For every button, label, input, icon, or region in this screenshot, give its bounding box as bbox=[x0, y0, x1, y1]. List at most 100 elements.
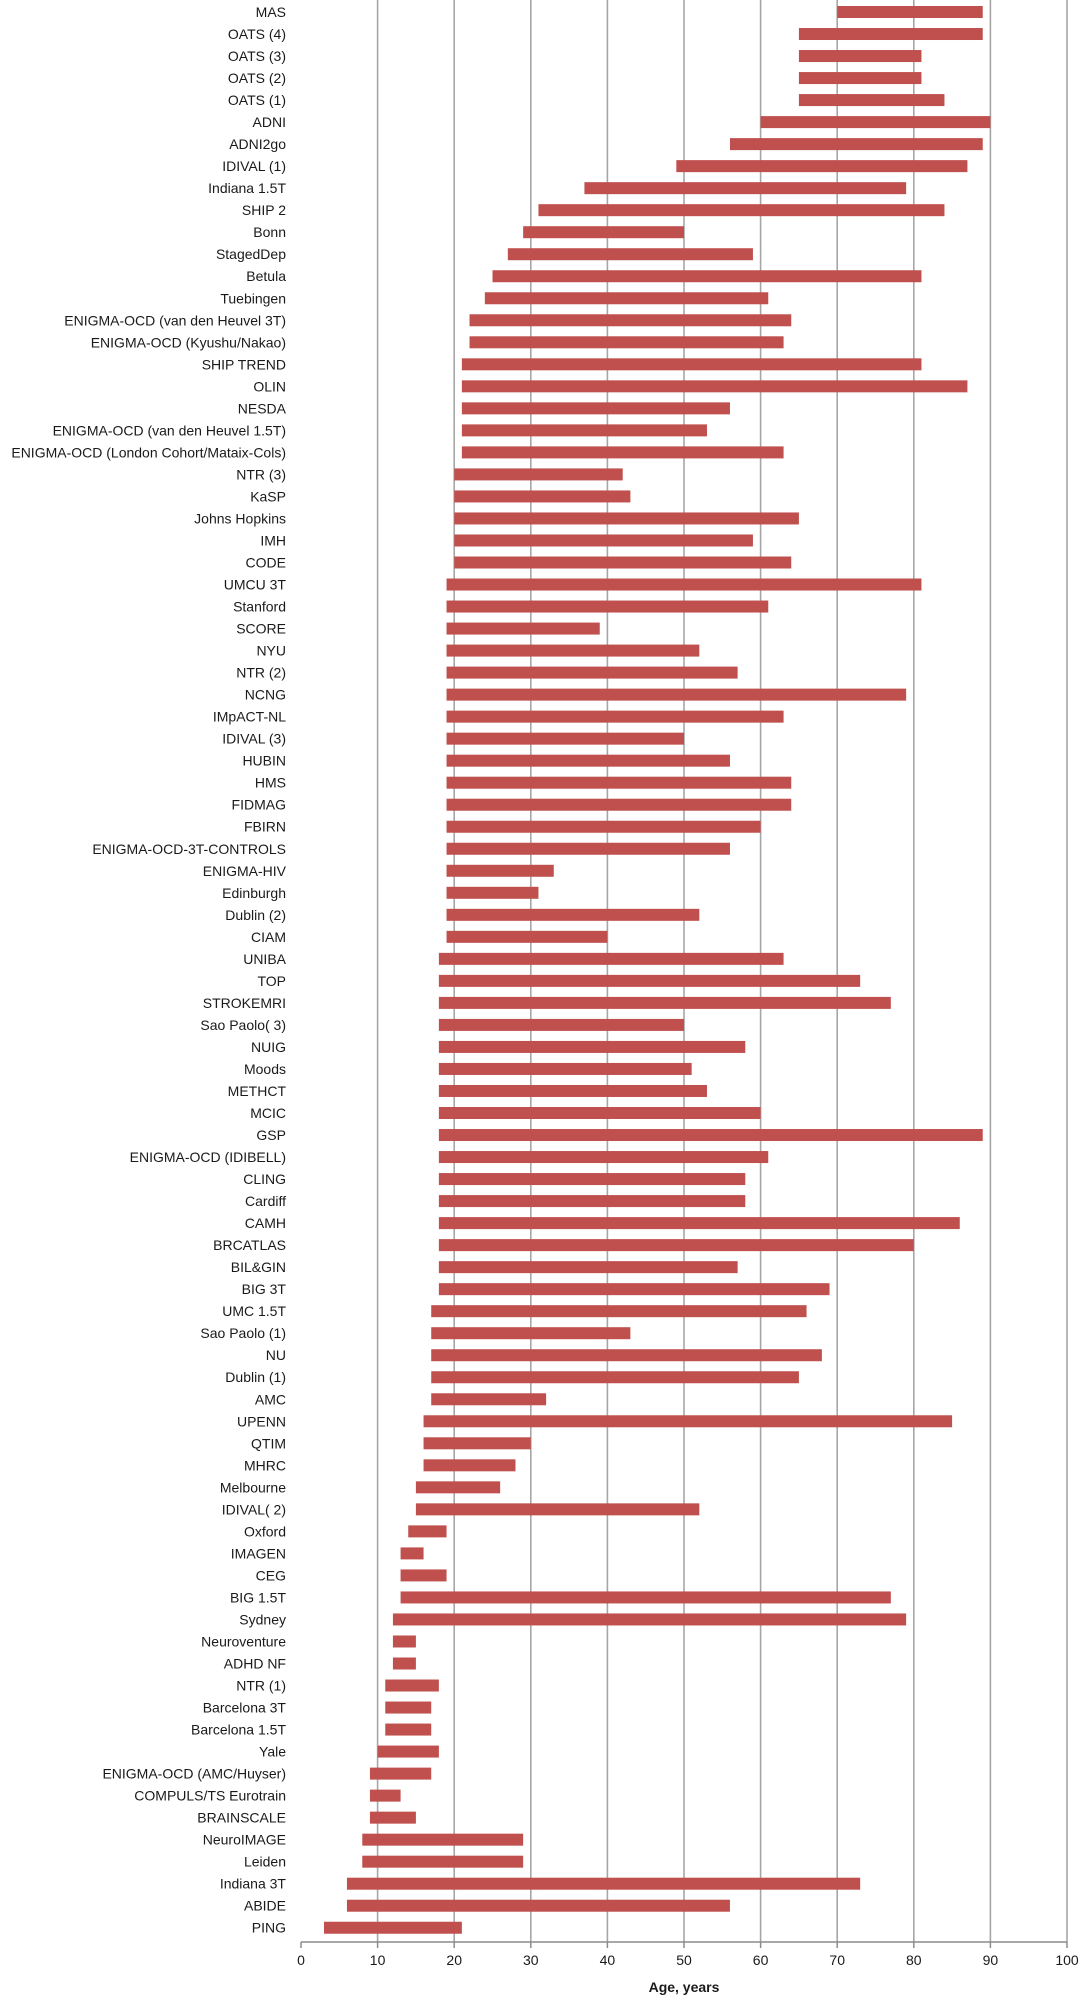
category-label: HMS bbox=[255, 775, 286, 791]
bar-83 bbox=[362, 1833, 524, 1846]
category-label: ABIDE bbox=[244, 1898, 286, 1914]
bar-29 bbox=[446, 644, 700, 657]
category-label: NESDA bbox=[238, 400, 287, 416]
category-label: OATS (1) bbox=[228, 92, 286, 108]
category-label: UPENN bbox=[237, 1413, 286, 1429]
bar-65 bbox=[423, 1437, 531, 1450]
bar-56 bbox=[438, 1239, 914, 1252]
category-label: SHIP TREND bbox=[202, 356, 286, 372]
bar-51 bbox=[438, 1129, 983, 1142]
tick-label-50: 50 bbox=[676, 1952, 692, 1968]
category-label: Barcelona 3T bbox=[203, 1700, 287, 1716]
bar-80 bbox=[369, 1767, 432, 1780]
category-label: ENIGMA-HIV bbox=[203, 863, 287, 879]
category-label: ENIGMA-OCD-3T-CONTROLS bbox=[92, 841, 286, 857]
bar-62 bbox=[431, 1371, 799, 1384]
category-label: Leiden bbox=[244, 1854, 286, 1870]
bar-7 bbox=[676, 160, 968, 173]
category-label: METHCT bbox=[228, 1083, 287, 1099]
category-label: MAS bbox=[256, 4, 286, 20]
category-label: ADNI bbox=[253, 114, 286, 130]
bar-66 bbox=[423, 1459, 516, 1472]
bar-26 bbox=[446, 578, 922, 591]
bar-4 bbox=[798, 94, 945, 107]
bar-28 bbox=[446, 622, 600, 635]
bar-32 bbox=[446, 710, 784, 723]
bar-58 bbox=[438, 1283, 830, 1296]
category-label: HUBIN bbox=[242, 753, 286, 769]
x-axis-title: Age, years bbox=[649, 1979, 720, 1995]
category-label: Melbourne bbox=[220, 1479, 286, 1495]
bar-50 bbox=[438, 1107, 761, 1119]
tick-label-70: 70 bbox=[829, 1952, 845, 1968]
bar-13 bbox=[484, 292, 769, 305]
category-label: StagedDep bbox=[216, 246, 286, 262]
x-axis-ticks: 0 10 20 30 40 50 60 70 80 90 100 bbox=[297, 1942, 1079, 1968]
category-label: BIL&GIN bbox=[231, 1259, 286, 1275]
category-label: Cardiff bbox=[245, 1193, 286, 1209]
bar-86 bbox=[346, 1899, 730, 1912]
category-label: NYU bbox=[256, 643, 286, 659]
gridlines bbox=[376, 0, 1068, 1942]
bar-81 bbox=[369, 1789, 401, 1802]
bar-41 bbox=[446, 908, 700, 921]
bar-1 bbox=[798, 28, 983, 41]
bar-40 bbox=[446, 886, 539, 899]
category-label: KaSP bbox=[250, 488, 286, 504]
category-label: UMC 1.5T bbox=[222, 1303, 286, 1319]
bar-27 bbox=[446, 600, 769, 613]
category-label: CLING bbox=[243, 1171, 286, 1187]
bar-74 bbox=[392, 1635, 416, 1648]
category-label: OATS (3) bbox=[228, 48, 286, 64]
tick-label-30: 30 bbox=[523, 1952, 539, 1968]
bar-34 bbox=[446, 754, 730, 767]
category-label: IMH bbox=[260, 532, 286, 548]
category-label: CEG bbox=[256, 1567, 286, 1583]
category-label: BIG 3T bbox=[242, 1281, 287, 1297]
bar-8 bbox=[584, 182, 907, 195]
category-label: IMAGEN bbox=[231, 1545, 286, 1561]
category-label: NTR (2) bbox=[236, 665, 286, 681]
bar-25 bbox=[454, 556, 792, 569]
category-label: MHRC bbox=[244, 1457, 286, 1473]
bar-53 bbox=[438, 1173, 746, 1186]
bar-37 bbox=[446, 820, 761, 833]
bar-18 bbox=[461, 402, 730, 415]
bar-49 bbox=[438, 1084, 707, 1097]
category-label: PING bbox=[252, 1920, 286, 1936]
bar-22 bbox=[454, 490, 631, 503]
bar-60 bbox=[431, 1327, 631, 1340]
category-label: AMC bbox=[255, 1391, 286, 1407]
category-label: Moods bbox=[244, 1061, 286, 1077]
tick-label-40: 40 bbox=[600, 1952, 616, 1968]
tick-label-90: 90 bbox=[983, 1952, 999, 1968]
bar-54 bbox=[438, 1195, 746, 1208]
bar-73 bbox=[392, 1613, 907, 1626]
bar-78 bbox=[385, 1723, 432, 1736]
category-label: Neuroventure bbox=[201, 1633, 286, 1649]
bar-75 bbox=[392, 1657, 416, 1670]
bar-57 bbox=[438, 1261, 738, 1274]
category-label: IDIVAL (3) bbox=[222, 731, 286, 747]
category-label: ENIGMA-OCD (van den Heuvel 3T) bbox=[64, 312, 286, 328]
category-label: SCORE bbox=[236, 621, 286, 637]
bar-59 bbox=[431, 1305, 807, 1318]
bar-0 bbox=[837, 6, 983, 18]
category-label: Dublin (2) bbox=[225, 907, 286, 923]
bar-39 bbox=[446, 864, 554, 877]
bar-77 bbox=[385, 1701, 432, 1714]
bar-47 bbox=[438, 1040, 746, 1053]
bar-24 bbox=[454, 534, 753, 547]
category-label: IDIVAL( 2) bbox=[222, 1501, 286, 1517]
category-label: Oxford bbox=[244, 1523, 286, 1539]
category-label: ADHD NF bbox=[224, 1656, 286, 1672]
category-label: CODE bbox=[246, 555, 286, 571]
category-label: Dublin (1) bbox=[225, 1369, 286, 1385]
category-label: FIDMAG bbox=[232, 797, 286, 813]
bar-43 bbox=[438, 952, 784, 965]
bar-2 bbox=[798, 50, 922, 63]
category-label: UNIBA bbox=[243, 951, 286, 967]
category-label: NTR (3) bbox=[236, 466, 286, 482]
category-label: ENIGMA-OCD (AMC/Huyser) bbox=[102, 1766, 286, 1782]
